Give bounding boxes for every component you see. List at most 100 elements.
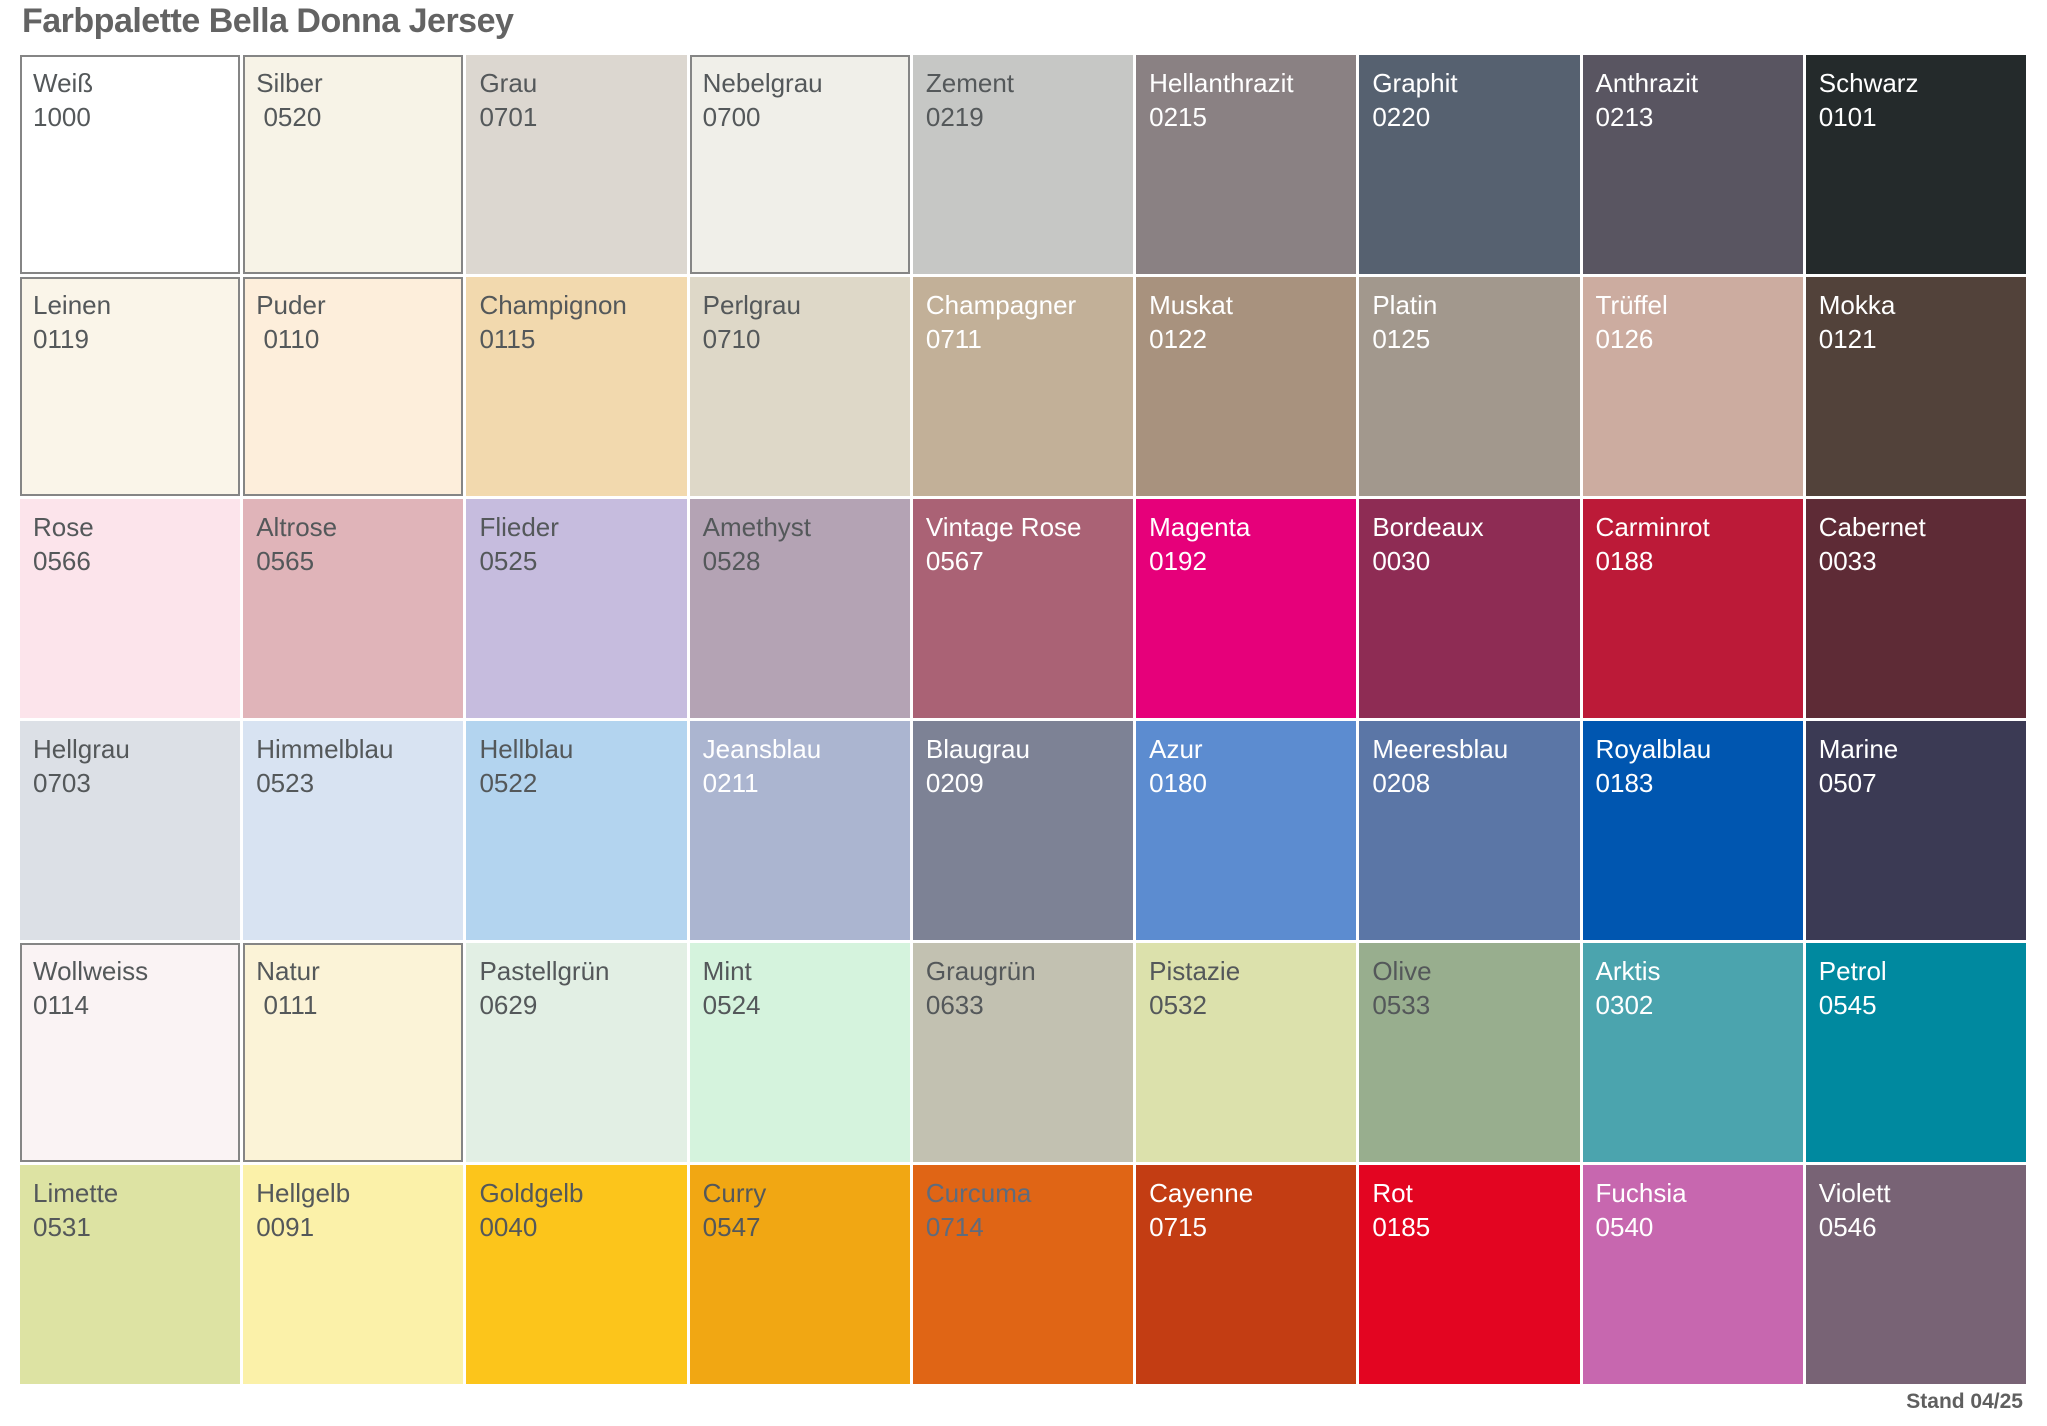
swatch-code: 0525 [479,546,538,576]
swatch-code: 0710 [702,324,761,354]
swatch-code: 0507 [1818,768,1877,798]
color-swatch: Goldgelb 0040 [466,1165,687,1384]
swatch-code: 0040 [479,1212,538,1242]
color-swatch: Wollweiss 0114 [20,943,241,1162]
swatch-name: Champignon [479,290,627,320]
swatch-name: Graugrün [925,956,1036,986]
color-swatch: Petrol 0545 [1805,943,2026,1162]
revision-date-label: Stand 04/25 [1906,1390,2023,1413]
swatch-name: Meeresblau [1372,734,1509,764]
color-swatch: Hellblau 0522 [466,721,687,940]
swatch-code: 0208 [1372,768,1431,798]
swatch-name: Rose [33,512,94,542]
swatch-name: Graphit [1372,68,1458,98]
color-swatch: Natur 0111 [243,943,464,1162]
swatch-code: 0531 [33,1212,91,1242]
swatch-name: Zement [925,68,1015,98]
color-swatch: Mint 0524 [689,943,910,1162]
swatch-name: Trüffel [1595,290,1668,320]
swatch-grid: Weiß 1000 Silber 0520 Grau 0701 Nebelgrau 0700… [20,55,2026,1384]
color-swatch: Bordeaux 0030 [1359,499,1580,718]
swatch-name: Cabernet [1818,512,1926,542]
swatch-name: Wollweiss [33,956,149,986]
swatch-code: 0524 [702,990,761,1020]
color-swatch: Champignon 0115 [466,277,687,496]
swatch-code: 0115 [479,324,536,354]
color-swatch: Curry 0547 [689,1165,910,1384]
swatch-name: Leinen [33,290,112,320]
color-swatch: Arktis 0302 [1582,943,1803,1162]
swatch-name: Champagner [925,290,1077,320]
swatch-name: Anthrazit [1595,68,1699,98]
color-swatch: Altrose 0565 [243,499,464,718]
color-swatch: Trüffel 0126 [1582,277,1803,496]
swatch-name: Goldgelb [479,1178,584,1208]
color-swatch: Marine 0507 [1805,721,2026,940]
swatch-name: Pastellgrün [479,956,610,986]
swatch-name: Weiß [33,68,94,98]
color-swatch: Magenta 0192 [1136,499,1357,718]
swatch-code: 0121 [1818,324,1877,354]
color-swatch: Pistazie 0532 [1136,943,1357,1162]
swatch-name: Blaugrau [925,734,1030,764]
swatch-name: Arktis [1595,956,1661,986]
swatch-code: 0211 [702,768,759,798]
swatch-name: Vintage Rose [925,512,1082,542]
swatch-name: Perlgrau [702,290,801,320]
swatch-name: Bordeaux [1372,512,1484,542]
color-swatch: Grau 0701 [466,55,687,274]
swatch-name: Curry [702,1178,767,1208]
swatch-code: 0033 [1818,546,1877,576]
swatch-code: 0540 [1595,1212,1654,1242]
color-swatch: Rot 0185 [1359,1165,1580,1384]
swatch-code: 0546 [1818,1212,1877,1242]
swatch-name: Hellgelb [256,1178,351,1208]
swatch-code: 0111 [256,990,318,1020]
swatch-name: Marine [1818,734,1899,764]
swatch-name: Hellanthrazit [1149,68,1294,98]
swatch-name: Cayenne [1149,1178,1254,1208]
color-swatch: Platin 0125 [1359,277,1580,496]
color-swatch: Royalblau 0183 [1582,721,1803,940]
color-swatch: Limette 0531 [20,1165,241,1384]
color-swatch: Zement 0219 [912,55,1134,274]
swatch-code: 0110 [256,324,320,354]
color-swatch: Puder 0110 [243,277,464,496]
swatch-code: 0566 [33,546,91,576]
swatch-name: Violett [1818,1178,1891,1208]
swatch-name: Carminrot [1595,512,1710,542]
swatch-code: 0209 [925,768,984,798]
swatch-code: 0629 [479,990,538,1020]
color-swatch: Himmelblau 0523 [243,721,464,940]
swatch-name: Limette [33,1178,119,1208]
swatch-code: 0533 [1372,990,1431,1020]
swatch-name: Olive [1372,956,1432,986]
color-swatch: Rose 0566 [20,499,241,718]
swatch-code: 0219 [925,102,984,132]
color-swatch: Olive 0533 [1359,943,1580,1162]
swatch-name: Altrose [256,512,338,542]
swatch-name: Muskat [1149,290,1233,320]
color-swatch: Meeresblau 0208 [1359,721,1580,940]
swatch-code: 0220 [1372,102,1431,132]
swatch-code: 0188 [1595,546,1654,576]
swatch-code: 0547 [702,1212,761,1242]
color-swatch: Weiß 1000 [20,55,241,274]
swatch-code: 0545 [1818,990,1877,1020]
swatch-code: 0215 [1149,102,1207,132]
color-swatch: Flieder 0525 [466,499,687,718]
color-swatch: Vintage Rose 0567 [912,499,1134,718]
swatch-code: 0192 [1149,546,1207,576]
color-swatch: Graphit 0220 [1359,55,1580,274]
swatch-code: 0101 [1818,102,1877,132]
swatch-name: Puder [256,290,326,320]
swatch-code: 0703 [33,768,91,798]
swatch-code: 0302 [1595,990,1654,1020]
page-title: Farbpalette Bella Donna Jersey [22,2,514,40]
swatch-name: Curcuma [925,1178,1032,1208]
color-swatch: Hellgelb 0091 [243,1165,464,1384]
swatch-code: 0185 [1372,1212,1431,1242]
swatch-name: Schwarz [1818,68,1919,98]
color-swatch: Silber 0520 [243,55,464,274]
